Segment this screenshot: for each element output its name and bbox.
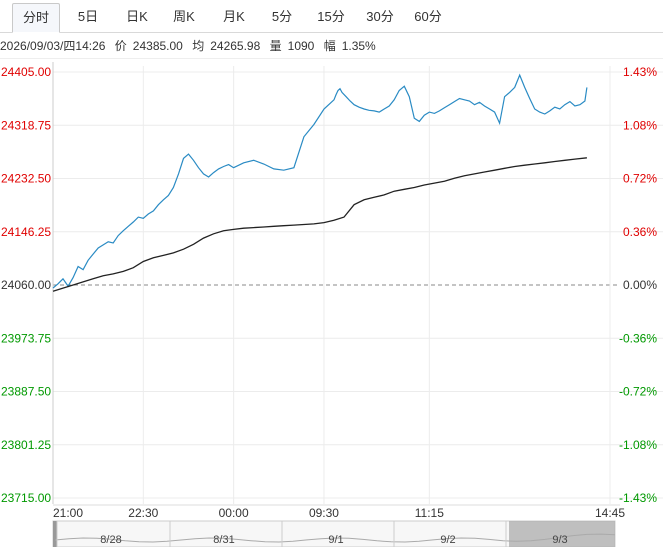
- y-tick-label: 23801.25: [1, 438, 51, 452]
- pct-tick-label: 0.72%: [623, 172, 657, 186]
- pct-tick-label: -1.43%: [619, 491, 657, 505]
- navigator-label: 8/31: [213, 534, 234, 546]
- volume-label: 量: [269, 39, 282, 53]
- pct-tick-label: 1.08%: [623, 118, 657, 132]
- average-line: [52, 157, 587, 292]
- navigator-label: 9/3: [552, 534, 567, 546]
- tab-8[interactable]: 60分: [414, 9, 442, 24]
- pct-tick-label: 0.00%: [623, 278, 657, 292]
- navigator-label: 8/28: [100, 534, 121, 546]
- y-tick-label: 23973.75: [1, 331, 51, 345]
- x-tick-label: 14:45: [595, 506, 625, 520]
- tab-1[interactable]: 5日: [77, 9, 99, 24]
- y-tick-label: 23715.00: [1, 491, 51, 505]
- period-tab-bar: 分时 5日 日K 周K 月K 5分 15分 30分 60分: [0, 0, 663, 33]
- tab-3[interactable]: 周K: [173, 9, 195, 24]
- x-tick-label: 11:15: [415, 506, 444, 520]
- x-tick-label: 22:30: [128, 506, 158, 520]
- avg-label: 均: [192, 39, 205, 53]
- y-tick-label: 24318.75: [1, 118, 51, 132]
- tab-2[interactable]: 日K: [126, 9, 148, 24]
- tab-5[interactable]: 5分: [271, 9, 293, 24]
- x-tick-label: 00:00: [219, 506, 249, 520]
- y-tick-label: 24405.00: [1, 65, 51, 79]
- navigator-track: [52, 520, 616, 547]
- y-tick-label: 24060.00: [1, 278, 51, 292]
- tab-7[interactable]: 30分: [366, 9, 394, 24]
- price-line: [52, 73, 588, 289]
- pct-tick-label: 1.43%: [623, 65, 657, 79]
- y-tick-label: 23887.50: [1, 385, 51, 399]
- y-tick-label: 24146.25: [1, 225, 51, 239]
- avg-value: 24265.98: [210, 39, 261, 53]
- price-label: 价: [114, 39, 127, 53]
- change-label: 幅: [323, 39, 336, 53]
- price-value: 24385.00: [132, 39, 183, 53]
- quote-datetime: 2026/09/03/四14:26: [0, 39, 106, 53]
- y-tick-label: 24232.50: [1, 172, 51, 186]
- navigator-handle-left: [53, 521, 57, 547]
- pct-tick-label: -1.08%: [619, 438, 657, 452]
- pct-tick-label: -0.72%: [619, 385, 657, 399]
- tab-4[interactable]: 月K: [223, 9, 245, 24]
- navigator-label: 9/2: [440, 534, 455, 546]
- navigator-mini-line: [54, 533, 616, 543]
- pct-tick-label: -0.36%: [619, 331, 657, 345]
- x-tick-label: 09:30: [309, 506, 339, 520]
- change-value: 1.35%: [341, 39, 376, 53]
- tab-6[interactable]: 15分: [317, 9, 345, 24]
- navigator-window: [509, 521, 615, 547]
- navigator-label: 9/1: [328, 534, 343, 546]
- volume-value: 1090: [287, 39, 315, 53]
- pct-tick-label: 0.36%: [623, 225, 657, 239]
- x-tick-label: 21:00: [53, 506, 83, 520]
- tab-0[interactable]: 分时: [12, 3, 60, 33]
